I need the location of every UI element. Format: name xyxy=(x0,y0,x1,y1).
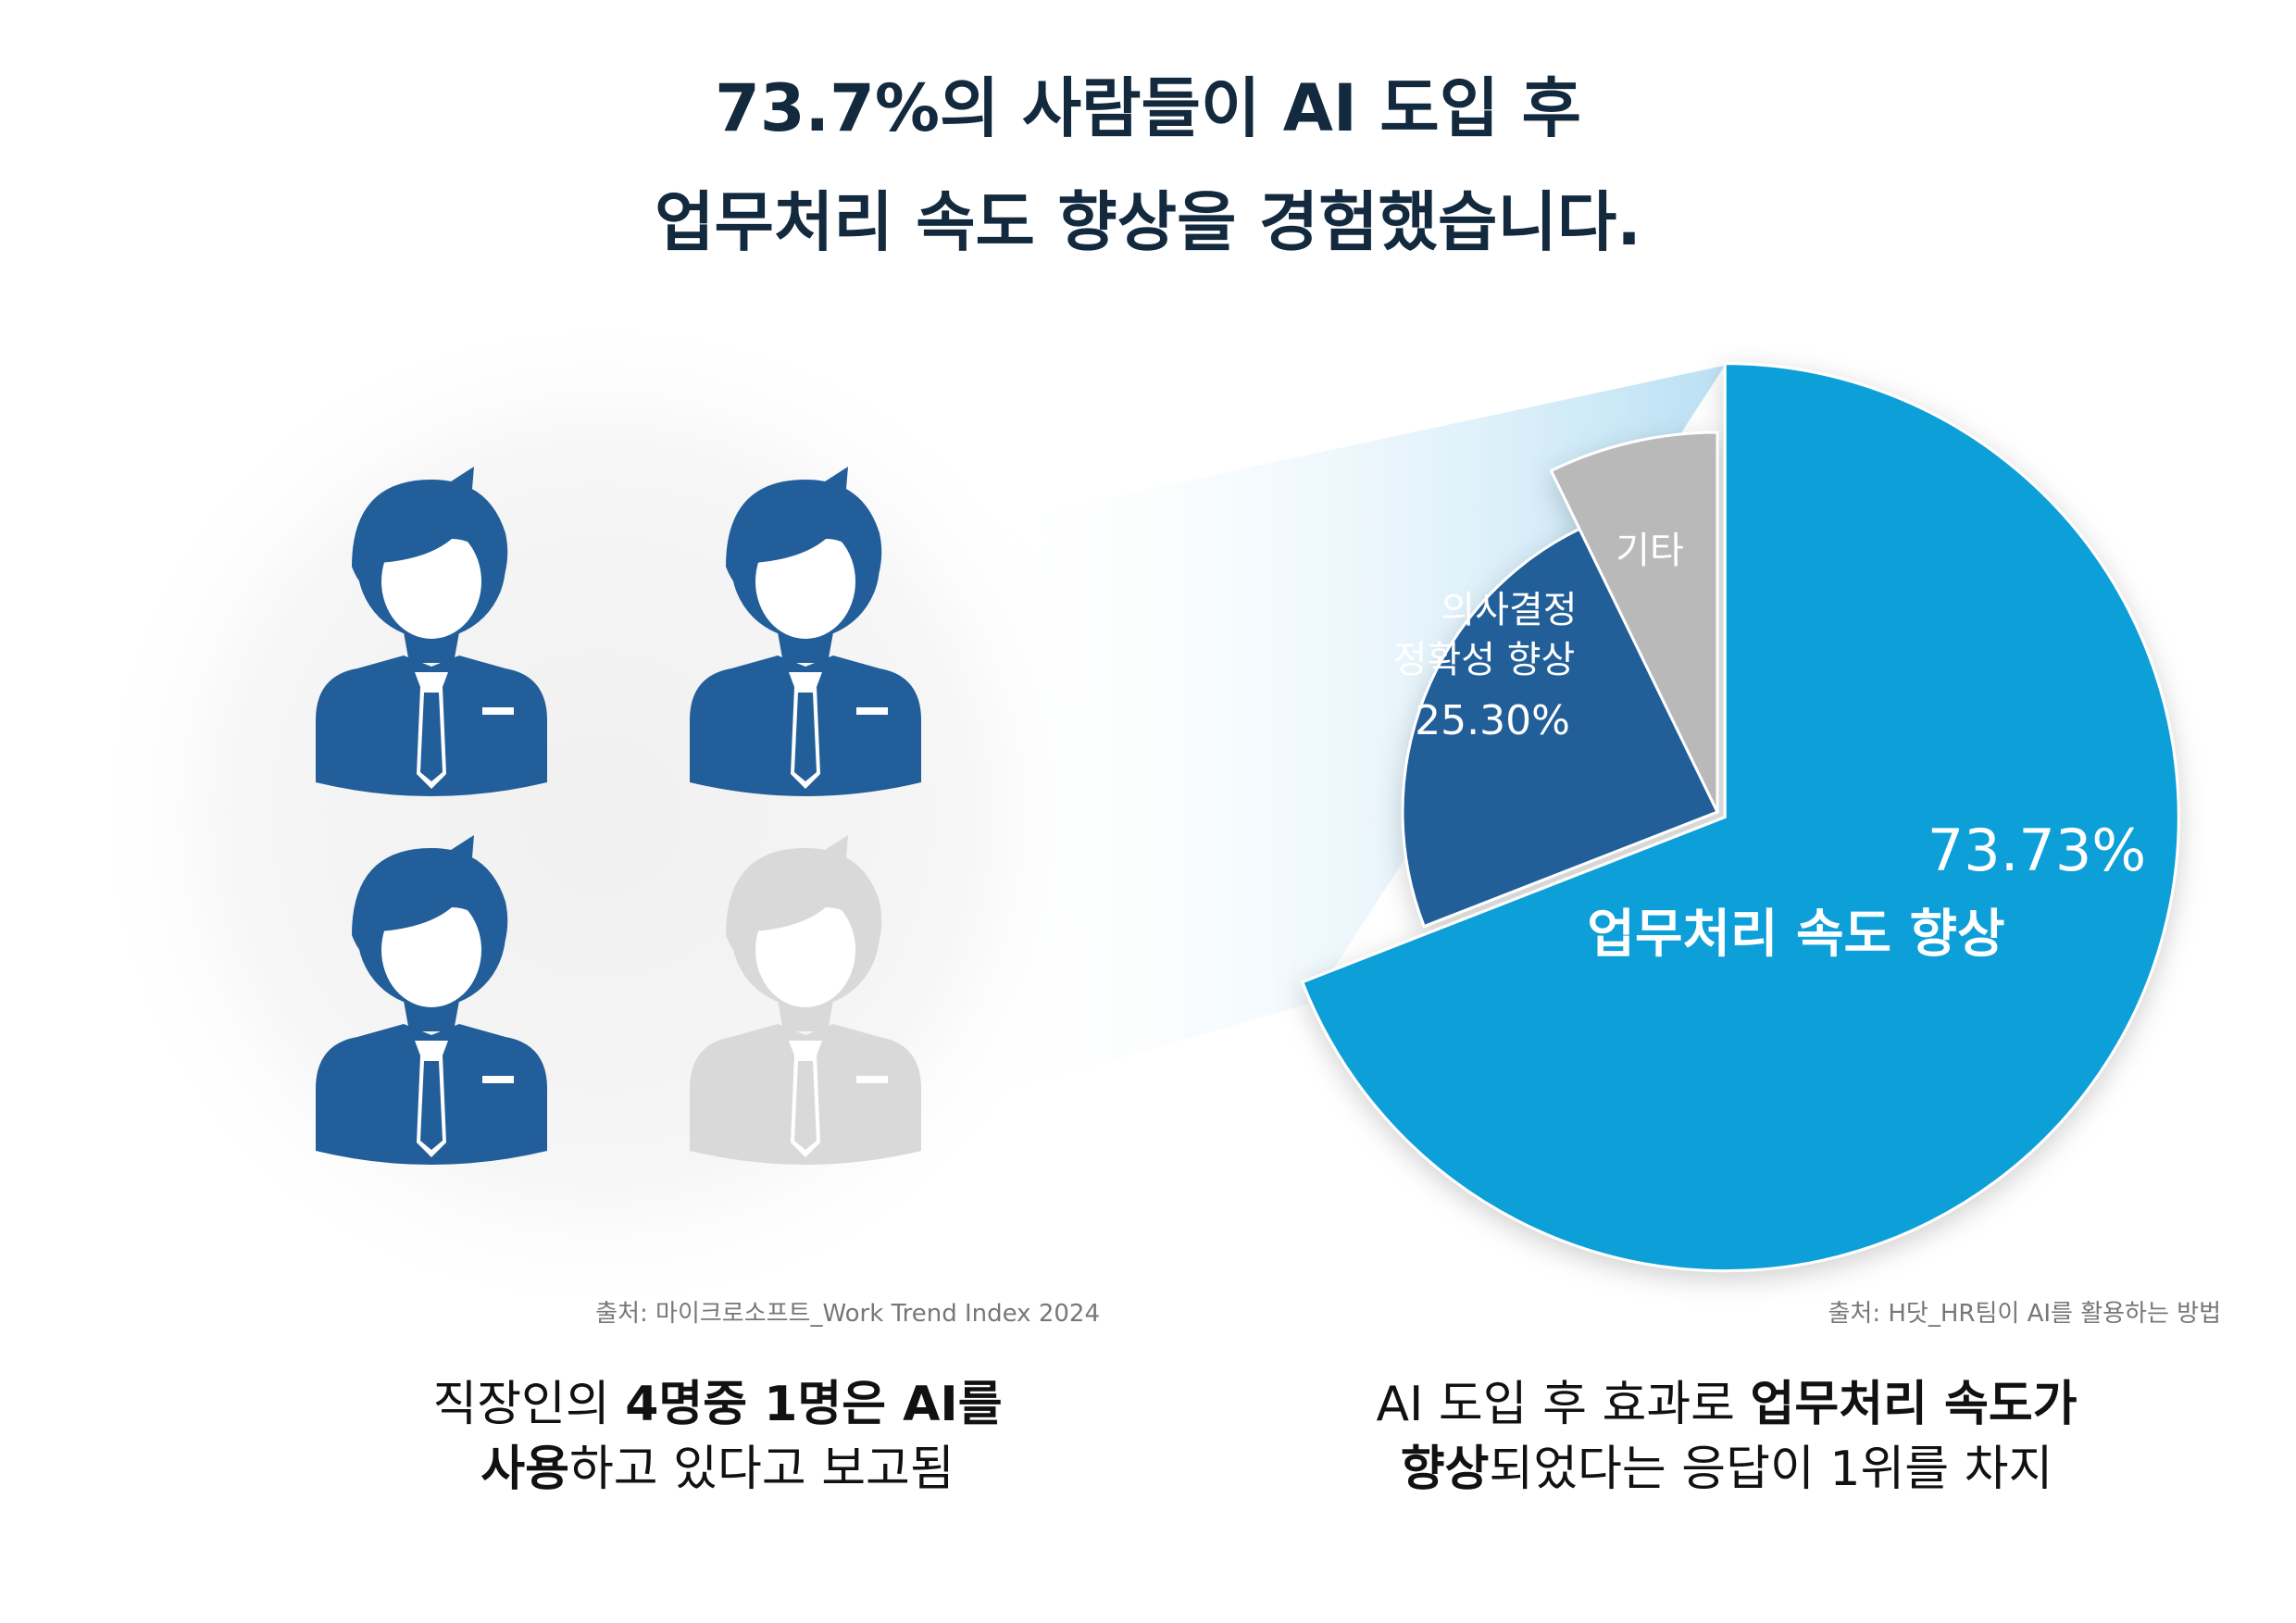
pie-slice-decision xyxy=(1401,527,1720,929)
pie-slice-other xyxy=(1549,431,1719,813)
source-left: 출처: 마이크로소프트_Work Trend Index 2024 xyxy=(595,1300,1100,1328)
callout-beam xyxy=(977,365,1726,1100)
pie-value-speed: 73.73% xyxy=(1928,817,2146,884)
pie-label-speed: 업무처리 속도 향상 xyxy=(1587,905,2004,965)
pie-label-other: 기타 xyxy=(1616,530,1684,572)
caption-left-text-2: 하고 있다고 보고됨 xyxy=(568,1442,955,1497)
caption-left: 직장인의 4명중 1명은 AI를 사용하고 있다고 보고됨 xyxy=(185,1372,1250,1502)
headline-line-2: 업무처리 속도 향상을 경험했습니다. xyxy=(655,184,1641,260)
caption-left-bold-2: 사용 xyxy=(480,1442,569,1497)
caption-right-bold-1: 업무처리 속도가 xyxy=(1750,1377,2078,1432)
caption-right: AI 도입 후 효과로 업무처리 속도가 향상되었다는 응답이 1위를 차지 xyxy=(1157,1372,2296,1502)
caption-right-bold-2: 향상 xyxy=(1400,1442,1490,1497)
pie-value-decision: 25.30% xyxy=(1415,697,1570,744)
pie-chart xyxy=(1300,362,2180,1273)
pie-label-decision-line2: 정확성 향상 xyxy=(1393,639,1576,681)
pie-label-decision-line1: 의사결정 xyxy=(1441,589,1577,631)
headline-line-1: 73.7%의 사람들이 AI 도입 후 xyxy=(715,70,1581,146)
pie-slice-speed xyxy=(1300,362,2180,1273)
caption-left-bold-1: 4명중 1명은 AI를 xyxy=(625,1377,1003,1432)
caption-left-text-1: 직장인의 xyxy=(432,1377,626,1432)
source-right: 출처: H닷_HR팀이 AI를 활용하는 방법 xyxy=(1828,1300,2221,1328)
caption-right-text-2: 되었다는 응답이 1위를 차지 xyxy=(1489,1442,2053,1497)
people-background-glow xyxy=(83,333,1120,1296)
caption-right-text-1: AI 도입 후 효과로 xyxy=(1376,1377,1751,1432)
